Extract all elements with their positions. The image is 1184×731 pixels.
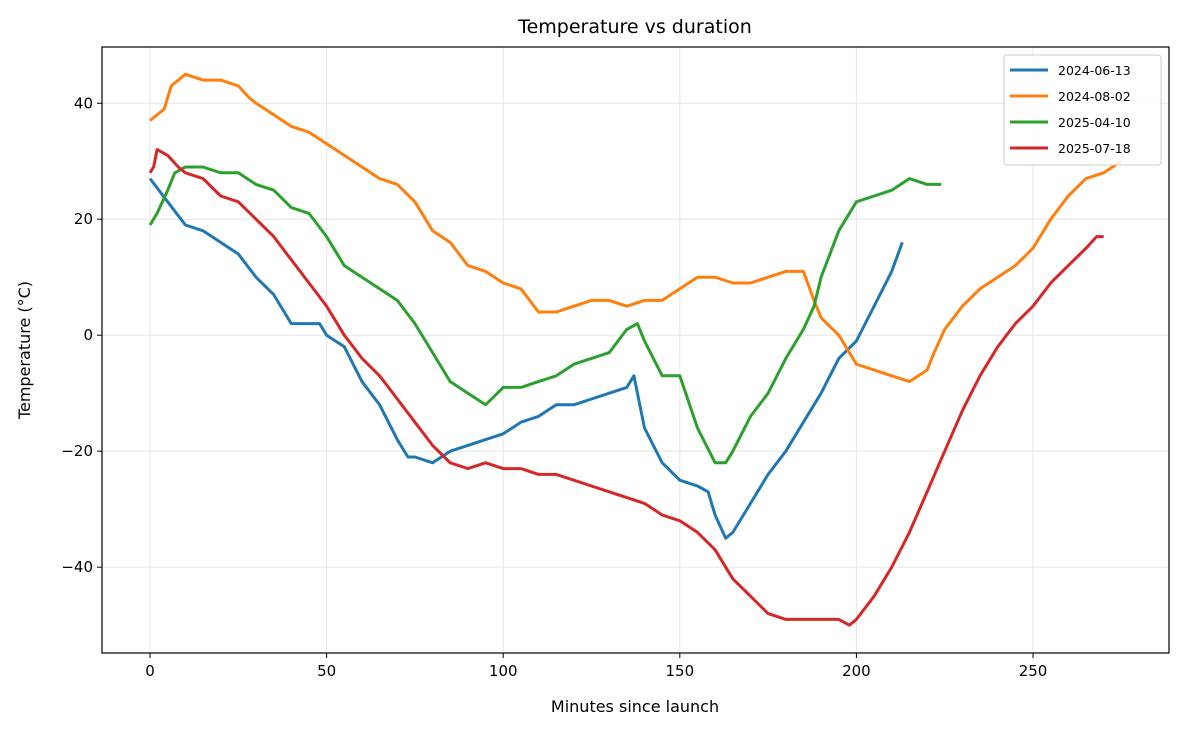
y-tick-label: 40 bbox=[74, 94, 93, 112]
legend-box bbox=[1003, 54, 1162, 166]
x-tick-label: 100 bbox=[489, 662, 518, 680]
chart-title: Temperature vs duration bbox=[517, 16, 752, 38]
x-tick-label: 200 bbox=[842, 662, 871, 680]
y-tick-label: −20 bbox=[61, 442, 93, 460]
plot-frame bbox=[101, 46, 1170, 654]
series-line-2025-07-18 bbox=[148, 148, 1104, 627]
legend-label: 2025-04-10 bbox=[1058, 115, 1131, 130]
y-tick-label: 0 bbox=[83, 326, 93, 344]
y-tick-label: −40 bbox=[61, 558, 93, 576]
series-line-2024-08-02 bbox=[149, 72, 1123, 384]
x-tick-label: 0 bbox=[145, 662, 155, 680]
series-line-2024-06-13 bbox=[148, 177, 904, 540]
y-axis-label: Temperature (°C) bbox=[15, 281, 34, 420]
legend-label: 2024-08-02 bbox=[1058, 89, 1131, 104]
x-tick-label: 250 bbox=[1019, 662, 1048, 680]
series-lines bbox=[148, 72, 1123, 627]
x-axis-label: Minutes since launch bbox=[551, 697, 719, 716]
ticks: 0 50 100 150 200 250 −40 −20 0 20 40 bbox=[61, 94, 1047, 680]
legend-label: 2025-07-18 bbox=[1058, 141, 1131, 156]
legend: 2024-06-13 2024-08-02 2025-04-10 2025-07-18 bbox=[1003, 54, 1162, 166]
x-tick-label: 50 bbox=[317, 662, 336, 680]
legend-label: 2024-06-13 bbox=[1058, 63, 1131, 78]
y-tick-label: 20 bbox=[74, 210, 93, 228]
series-line-2025-04-10 bbox=[148, 165, 942, 465]
x-tick-label: 150 bbox=[666, 662, 695, 680]
